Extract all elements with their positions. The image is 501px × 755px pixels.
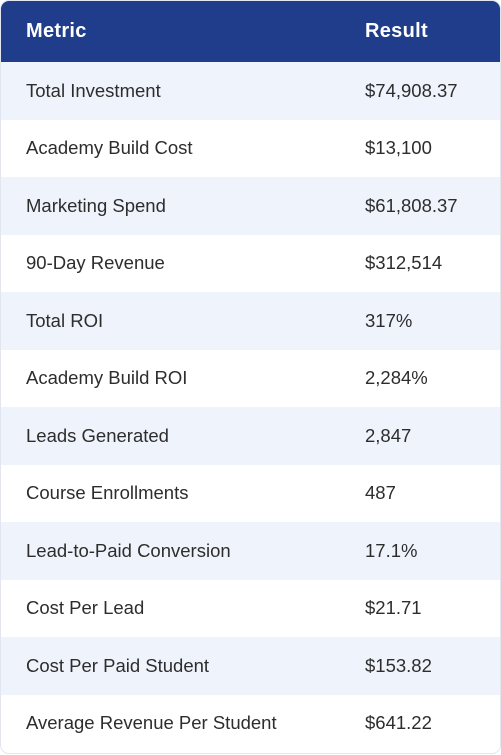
metric-cell: Cost Per Lead [26,597,145,619]
metric-cell: Marketing Spend [26,194,166,216]
metric-cell: Cost Per Paid Student [26,654,210,676]
metric-cell: 90-Day Revenue [26,252,165,274]
table-row: Cost Per Lead $21.71 [1,579,500,637]
metric-cell: Lead-to-Paid Conversion [26,539,231,561]
metric-cell: Total Investment [26,79,161,101]
metric-cell: Course Enrollments [26,482,189,504]
table-row: Total Investment $74,908.37 [1,62,500,120]
table-header-row: Metric Result [1,1,500,62]
metric-cell: Average Revenue Per Student [26,712,277,734]
metric-cell: Academy Build ROI [26,367,188,389]
result-cell: 317% [365,309,413,331]
table-row: Academy Build Cost $13,100 [1,119,500,177]
table-row: Average Revenue Per Student $641.22 [1,694,500,752]
result-cell: $61,808.37 [365,194,458,216]
result-cell: $21.71 [365,597,422,619]
table-row: Marketing Spend $61,808.37 [1,177,500,235]
result-cell: $312,514 [365,252,443,274]
result-cell: 2,284% [365,367,428,389]
result-cell: 17.1% [365,539,418,561]
result-cell: 487 [365,482,396,504]
result-cell: $74,908.37 [365,79,458,101]
table-row: 90-Day Revenue $312,514 [1,234,500,292]
metric-cell: Total ROI [26,309,104,331]
column-header-result: Result [365,20,428,42]
column-header-metric: Metric [26,20,87,42]
table-row: Total ROI 317% [1,292,500,350]
table-row: Academy Build ROI 2,284% [1,349,500,407]
result-cell: $153.82 [365,654,432,676]
result-cell: $641.22 [365,712,432,734]
table-row: Leads Generated 2,847 [1,407,500,465]
result-cell: 2,847 [365,424,412,446]
metric-cell: Leads Generated [26,424,169,446]
result-cell: $13,100 [365,137,432,159]
table-row: Cost Per Paid Student $153.82 [1,637,500,695]
metric-cell: Academy Build Cost [26,137,193,159]
table-row: Course Enrollments 487 [1,464,500,522]
table-row: Lead-to-Paid Conversion 17.1% [1,522,500,580]
